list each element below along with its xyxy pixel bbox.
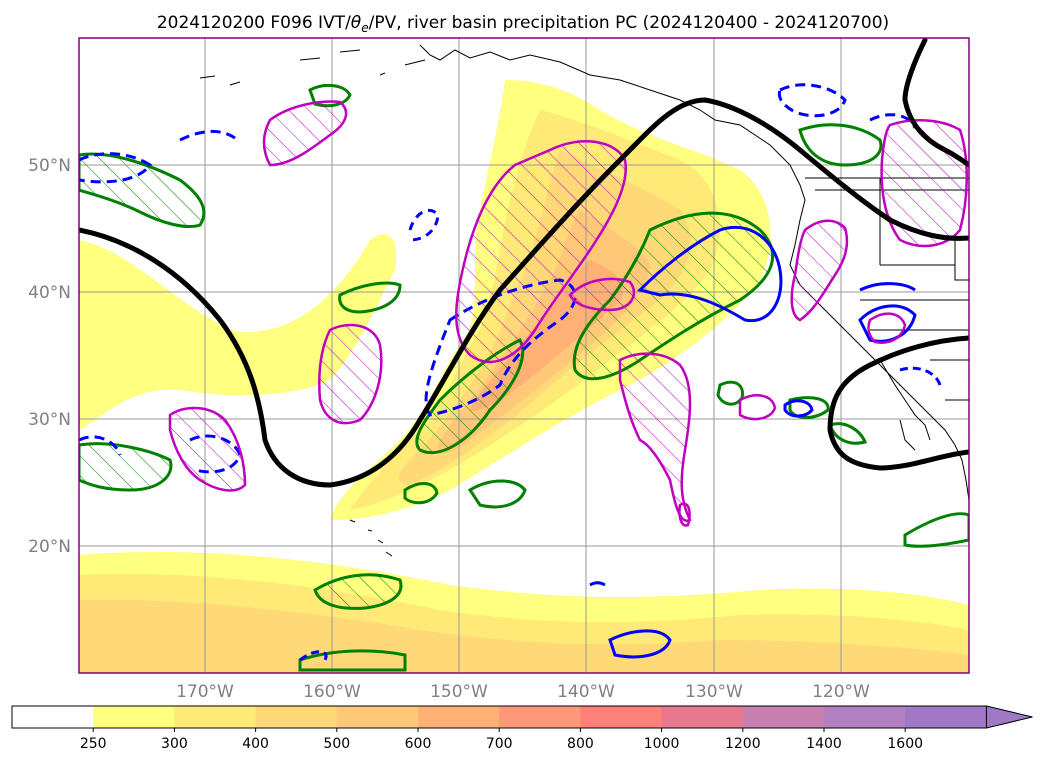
precip-pos-small-8 [298,649,407,672]
alaska-coast [419,44,969,501]
theta-e-contours [79,38,969,488]
lon-label-130w: 130°W [685,682,743,702]
precip-pos-small-7 [403,482,439,505]
theta-e-se [827,335,969,471]
precip-neg-nw-2 [179,130,236,142]
precip-neg-ne [777,83,917,129]
pv-sw [168,406,247,492]
colorbar-swatch [499,706,581,728]
precip-pos-small-3 [467,479,527,509]
precip-neg-east-4 [783,399,814,418]
precip-neg-east-5 [589,581,606,587]
colorbar-swatch [824,706,906,728]
colorbar-tick-label: 250 [80,736,107,752]
ivt-400-south [79,599,969,673]
figure-title: 2024120200 F096 IVT/θe/PV, river basin p… [157,13,889,35]
precip-neg-south-1 [608,629,672,659]
lat-label-50n: 50°N [28,156,71,176]
colorbar-tick-label: 1600 [887,736,923,752]
colorbar-swatch [580,706,663,728]
colorbar-swatch [93,706,175,728]
precip-pos-small-9 [828,422,868,445]
precip-neg-east-2 [859,282,916,292]
pv-nw [262,100,348,167]
precip-pos-small-1 [338,281,402,314]
precip-pos-nw-region [79,152,206,229]
colorbar-swatch [336,706,419,728]
colorbar-swatch [174,706,257,728]
precip-pos-ne-region [798,123,883,167]
colorbar-tick-labels: 250 300 400 500 600 700 800 1000 1200 1400 1600 [80,728,923,752]
precip-neg-east-3 [899,366,942,386]
colorbar-tick-label: 1400 [806,736,842,752]
colorbar-tick-label: 500 [323,736,350,752]
theta-e-ne [902,38,969,168]
precip-pos-sw-region [79,442,173,492]
precip-positive-contours [79,83,969,672]
pv-ne [880,119,969,248]
precip-neg-small-1 [408,209,440,242]
pv-small-2 [678,502,691,527]
longitude-labels: 170°W 160°W 150°W 140°W 130°W 120°W [176,682,870,702]
colorbar-extend-arrow [985,705,1033,729]
lon-label-150w: 150°W [430,682,488,702]
colorbar-tick-label: 600 [405,736,432,752]
colorbar-swatch [661,706,744,728]
precip-pos-sc-region [313,573,403,610]
baja-peninsula [879,359,931,451]
latitude-labels: 50°N 40°N 30°N 20°N [28,156,71,557]
pv-east-coast [790,219,849,322]
pv-contours [168,100,969,527]
pv-main-mid [568,277,636,312]
colorbar-tick-label: 800 [567,736,594,752]
precip-neg-main-band [637,225,783,323]
map-panel [79,38,969,673]
aleutian-islands [199,49,426,86]
ivt-250-region [79,234,397,430]
colorbar-swatch [418,706,500,728]
colorbar-swatch [742,706,825,728]
precip-neg-nw-1 [79,152,153,184]
colorbar-swatches [11,705,1033,729]
colorbar-tick-label: 1200 [725,736,761,752]
lat-label-30n: 30°N [28,410,71,430]
colorbar: 250 300 400 500 600 700 800 1000 1200 1400 1600 [11,705,1033,752]
lon-label-140w: 140°W [557,682,615,702]
colorbar-swatch [255,706,338,728]
theta-e-main [79,97,969,488]
colorbar-swatch [905,706,987,728]
colorbar-tick-label: 700 [486,736,513,752]
colorbar-tick-label: 400 [242,736,269,752]
lon-label-120w: 120°W [812,682,870,702]
lat-label-20n: 20°N [28,537,71,557]
lon-label-170w: 170°W [176,682,234,702]
map-frame [78,37,970,674]
precip-pos-small-6 [903,512,969,548]
precip-neg-east-1 [858,304,917,343]
hawaii-islands [349,519,393,557]
pv-east-small [867,312,907,344]
lat-label-40n: 40°N [28,283,71,303]
lon-label-160w: 160°W [303,682,361,702]
colorbar-tick-label: 1000 [644,736,680,752]
precip-neg-south-2 [299,650,328,662]
pv-west [318,323,383,425]
colorbar-tick-label: 300 [161,736,188,752]
pv-small-pacific [738,394,777,421]
colorbar-swatch [12,706,94,728]
